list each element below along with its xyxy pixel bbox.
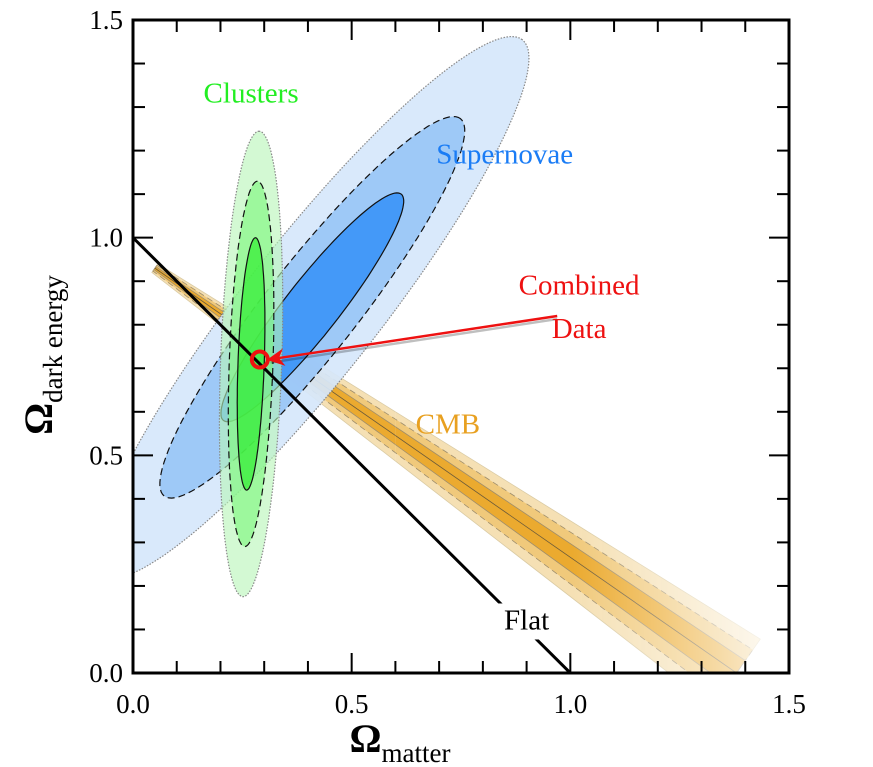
x-tick-label: 1.0	[553, 689, 587, 719]
data-label: Data	[552, 313, 607, 345]
x-axis-symbol: Ω	[350, 716, 382, 761]
x-axis-subscript: matter	[382, 738, 451, 767]
y-axis-subscript: dark energy	[38, 275, 68, 403]
y-tick-label: 1.5	[89, 5, 123, 35]
svg-text:Ωdark energy: Ωdark energy	[16, 275, 68, 435]
flat-label: Flat	[504, 604, 549, 636]
plot-area	[133, 35, 761, 673]
y-tick-label: 0.0	[89, 658, 123, 688]
supernovae-label: Supernovae	[436, 139, 573, 171]
flat-universe-line	[133, 236, 572, 673]
y-tick-label: 1.0	[89, 223, 123, 253]
clusters-label: Clusters	[204, 78, 299, 110]
y-axis-title: Ωdark energy	[16, 275, 68, 435]
combined-label: Combined	[519, 269, 640, 301]
x-axis-title: Ωmatter	[350, 716, 451, 767]
svg-text:Ωmatter: Ωmatter	[350, 716, 451, 767]
arrow-shadow	[270, 317, 558, 364]
cmb-label: CMB	[416, 409, 480, 441]
plot-frame	[131, 18, 791, 675]
combined-arrow-group	[266, 314, 558, 366]
x-tick-label: 1.5	[772, 689, 806, 719]
axes-frame	[131, 18, 791, 675]
tick-labels: 0.0 0.5 1.0 1.5 0.0 0.5 1.0 1.5	[89, 5, 806, 719]
x-tick-label: 0.5	[335, 689, 369, 719]
annotations: Clusters Supernovae Combined Data CMB Fl…	[204, 78, 640, 637]
combined-data-arrow	[266, 314, 558, 366]
axis-ticks	[133, 20, 789, 673]
x-tick-label: 0.0	[116, 689, 150, 719]
y-axis-symbol: Ω	[16, 403, 61, 435]
flat-line-group	[133, 236, 572, 673]
y-tick-label: 0.5	[89, 440, 123, 470]
flat-label-background	[490, 603, 563, 640]
